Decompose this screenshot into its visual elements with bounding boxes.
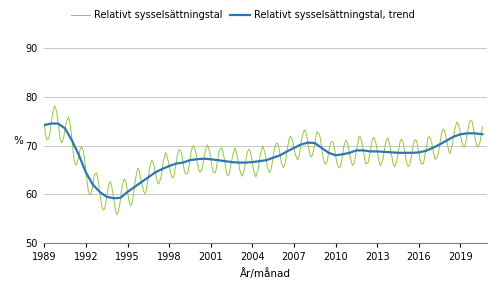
Relativt sysselsättningstal (122, 178, 128, 182)
Relativt sysselsättningstal, trend (480, 132, 486, 136)
Relativt sysselsättningstal (114, 213, 120, 217)
Relativt sysselsättningstal (41, 122, 47, 125)
Line: Relativt sysselsättningstal, trend: Relativt sysselsättningstal, trend (44, 124, 483, 198)
Relativt sysselsättningstal (379, 160, 385, 163)
Relativt sysselsättningstal, trend (285, 149, 291, 153)
Relativt sysselsättningstal (52, 104, 58, 108)
X-axis label: År/månad: År/månad (240, 268, 291, 279)
Relativt sysselsättningstal (480, 125, 486, 128)
Relativt sysselsättningstal (239, 174, 245, 178)
Legend: Relativt sysselsättningstal, Relativt sysselsättningstal, trend: Relativt sysselsättningstal, Relativt sy… (67, 6, 418, 24)
Relativt sysselsättningstal, trend (379, 150, 385, 154)
Relativt sysselsättningstal, trend (369, 150, 374, 153)
Relativt sysselsättningstal (304, 134, 309, 138)
Relativt sysselsättningstal, trend (304, 141, 309, 145)
Relativt sysselsättningstal, trend (239, 161, 245, 164)
Relativt sysselsättningstal, trend (41, 123, 47, 127)
Y-axis label: %: % (13, 136, 23, 146)
Relativt sysselsättningstal (369, 142, 374, 145)
Relativt sysselsättningstal (285, 142, 291, 146)
Line: Relativt sysselsättningstal: Relativt sysselsättningstal (44, 106, 483, 215)
Relativt sysselsättningstal, trend (122, 192, 128, 196)
Relativt sysselsättningstal, trend (48, 122, 54, 125)
Relativt sysselsättningstal, trend (111, 197, 117, 200)
